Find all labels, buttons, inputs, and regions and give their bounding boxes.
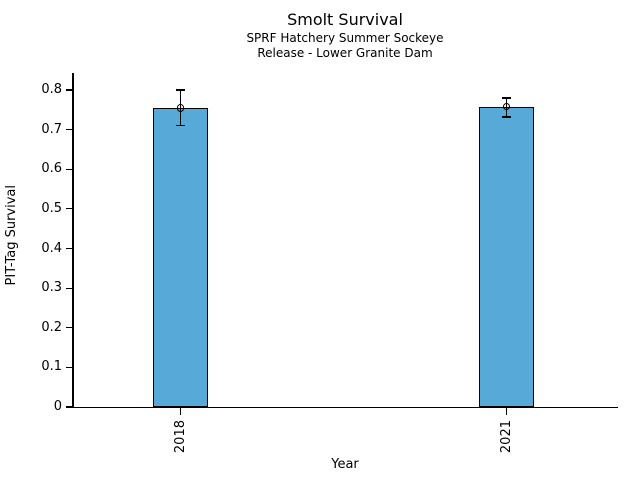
- error-bar-cap-top: [502, 97, 511, 99]
- error-bar-cap-bottom: [176, 124, 185, 127]
- y-tick-label: 0.8: [41, 82, 62, 97]
- error-bar-cap-bottom: [502, 116, 511, 118]
- y-tick-label: 0.2: [41, 319, 62, 335]
- x-axis-label: Year: [331, 457, 359, 472]
- x-tick-mark: [505, 408, 508, 415]
- x-tick-label: 2018: [172, 420, 188, 454]
- y-tick-label: 0: [53, 399, 62, 414]
- y-tick-label: 0.1: [41, 359, 62, 375]
- y-tick-label: 0.6: [41, 161, 62, 177]
- y-tick-label: 0.5: [41, 200, 62, 216]
- y-tick-mark: [65, 168, 73, 170]
- chart-subtitle-line-1: SPRF Hatchery Summer Sockeye: [246, 31, 444, 45]
- y-axis-spine: [72, 73, 74, 408]
- chart-subtitle-line-2: Release - Lower Granite Dam: [257, 46, 433, 60]
- y-tick-mark: [65, 287, 73, 289]
- mean-marker-circle-icon: [176, 104, 185, 112]
- error-bar-cap-top: [176, 89, 185, 91]
- y-tick-mark: [65, 129, 73, 131]
- y-tick-mark: [65, 366, 73, 368]
- mean-marker-circle-icon: [502, 102, 511, 111]
- chart-title: Smolt Survival: [287, 10, 403, 29]
- x-tick-label: 2021: [498, 420, 514, 454]
- y-tick-mark: [65, 247, 73, 250]
- y-tick-label: 0.3: [41, 280, 62, 296]
- y-tick-label: 0.7: [41, 121, 62, 137]
- y-tick-label: 0.4: [41, 240, 62, 256]
- bar-2018: [153, 107, 208, 407]
- bar-2021: [479, 106, 534, 407]
- x-tick-mark: [179, 408, 182, 415]
- y-tick-mark: [65, 208, 73, 210]
- y-tick-mark: [65, 89, 73, 91]
- y-tick-mark: [65, 406, 73, 408]
- y-tick-mark: [65, 327, 73, 329]
- x-axis-spine: [72, 406, 618, 408]
